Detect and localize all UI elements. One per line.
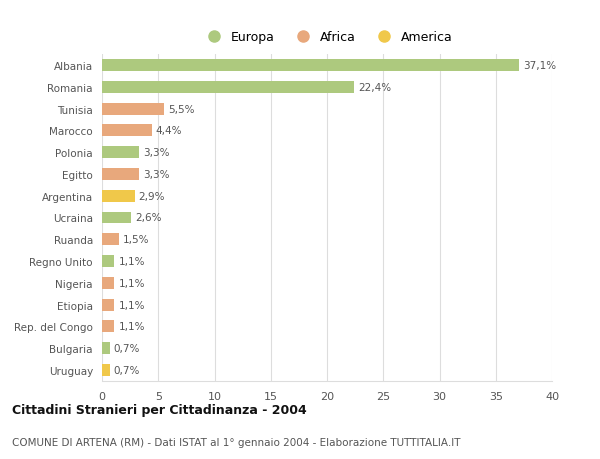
- Text: 22,4%: 22,4%: [358, 83, 391, 93]
- Bar: [102, 82, 354, 94]
- Bar: [102, 125, 152, 137]
- Text: 4,4%: 4,4%: [155, 126, 182, 136]
- Bar: [102, 190, 134, 202]
- Bar: [102, 212, 131, 224]
- Text: 37,1%: 37,1%: [523, 61, 556, 71]
- Text: 1,1%: 1,1%: [118, 322, 145, 332]
- Text: 2,9%: 2,9%: [139, 191, 165, 202]
- Bar: [102, 321, 115, 333]
- Bar: [102, 168, 139, 180]
- Text: 1,1%: 1,1%: [118, 300, 145, 310]
- Text: 0,7%: 0,7%: [114, 343, 140, 353]
- Text: 0,7%: 0,7%: [114, 365, 140, 375]
- Text: COMUNE DI ARTENA (RM) - Dati ISTAT al 1° gennaio 2004 - Elaborazione TUTTITALIA.: COMUNE DI ARTENA (RM) - Dati ISTAT al 1°…: [12, 437, 461, 447]
- Text: 3,3%: 3,3%: [143, 148, 170, 158]
- Bar: [102, 256, 115, 268]
- Text: 1,5%: 1,5%: [123, 235, 149, 245]
- Bar: [102, 299, 115, 311]
- Bar: [102, 364, 110, 376]
- Text: 1,1%: 1,1%: [118, 257, 145, 267]
- Bar: [102, 103, 164, 115]
- Text: 2,6%: 2,6%: [135, 213, 161, 223]
- Text: 3,3%: 3,3%: [143, 169, 170, 179]
- Bar: [102, 60, 520, 72]
- Bar: [102, 147, 139, 159]
- Bar: [102, 277, 115, 289]
- Bar: [102, 234, 119, 246]
- Text: Cittadini Stranieri per Cittadinanza - 2004: Cittadini Stranieri per Cittadinanza - 2…: [12, 403, 307, 416]
- Bar: [102, 342, 110, 354]
- Text: 1,1%: 1,1%: [118, 278, 145, 288]
- Text: 5,5%: 5,5%: [168, 104, 194, 114]
- Legend: Europa, Africa, America: Europa, Africa, America: [199, 29, 455, 47]
